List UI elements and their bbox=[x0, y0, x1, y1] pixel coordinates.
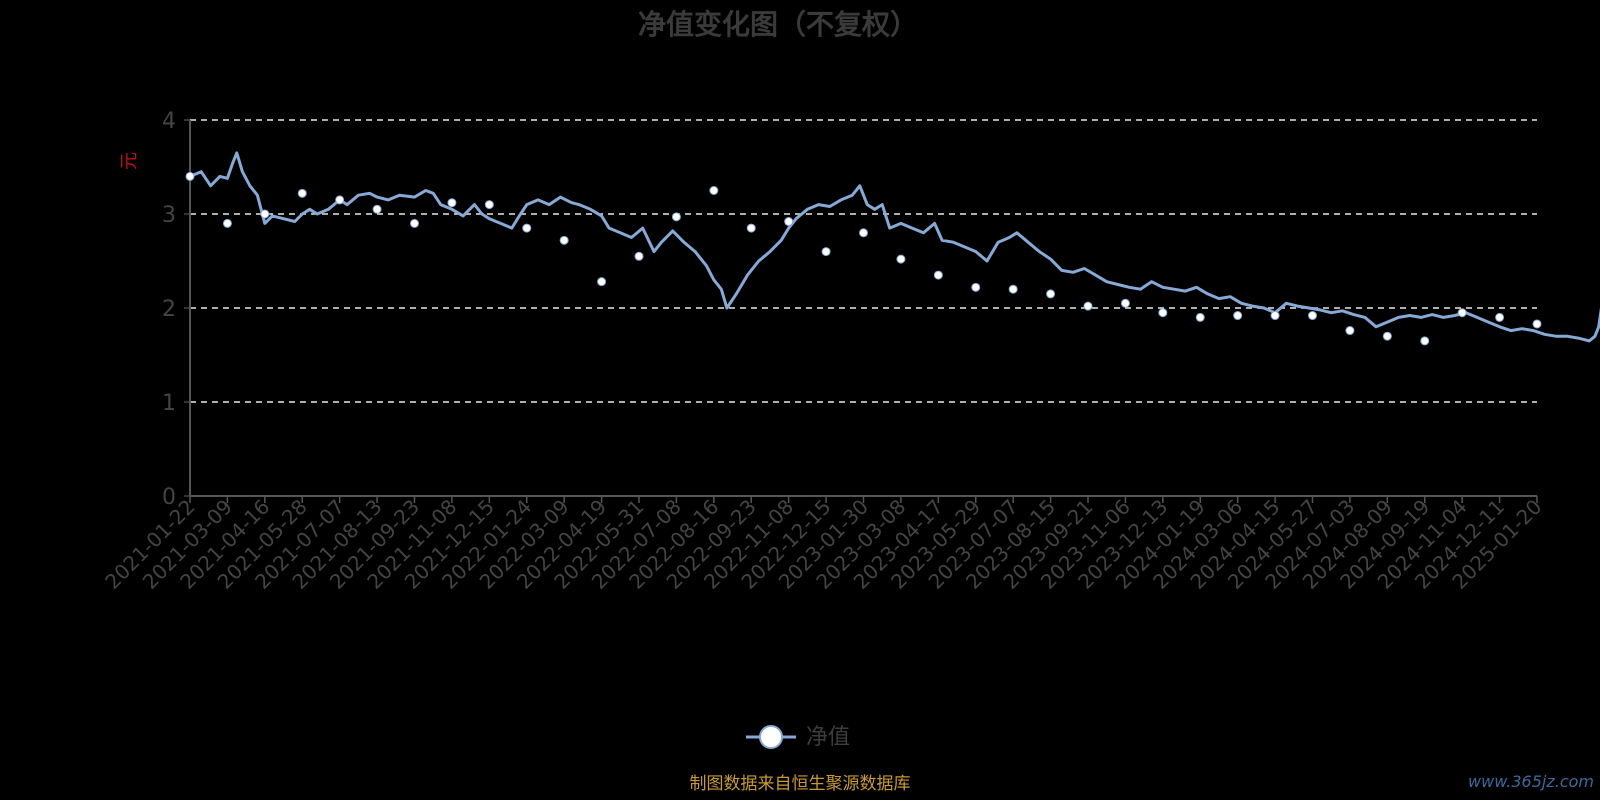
watermark: www.365jz.com bbox=[1468, 772, 1594, 791]
data-point[interactable] bbox=[522, 223, 532, 233]
data-point[interactable] bbox=[1532, 319, 1542, 329]
data-point[interactable] bbox=[1120, 298, 1130, 308]
data-point[interactable] bbox=[1382, 331, 1392, 341]
series-line-0 bbox=[189, 151, 1600, 343]
data-point[interactable] bbox=[709, 186, 719, 195]
data-point[interactable] bbox=[784, 217, 794, 227]
data-point[interactable] bbox=[1046, 289, 1056, 299]
data-point[interactable] bbox=[222, 218, 232, 228]
data-point[interactable] bbox=[1083, 301, 1093, 311]
data-point[interactable] bbox=[260, 209, 270, 219]
data-point[interactable] bbox=[559, 235, 569, 245]
y-tick-label: 1 bbox=[162, 391, 176, 416]
data-point[interactable] bbox=[1158, 308, 1168, 318]
data-point[interactable] bbox=[447, 198, 457, 208]
data-point[interactable] bbox=[1195, 312, 1205, 322]
data-point[interactable] bbox=[335, 195, 345, 205]
data-point[interactable] bbox=[484, 200, 494, 210]
legend-label: 净值 bbox=[806, 725, 850, 750]
data-point[interactable] bbox=[297, 188, 307, 198]
grid-lines bbox=[190, 119, 1537, 403]
data-point[interactable] bbox=[1270, 311, 1280, 321]
chart-title: 净值变化图（不复权） bbox=[638, 8, 918, 41]
data-point[interactable] bbox=[634, 251, 644, 261]
data-point[interactable] bbox=[372, 204, 382, 214]
y-tick-label: 2 bbox=[162, 297, 176, 322]
data-point[interactable] bbox=[410, 218, 419, 228]
data-point[interactable] bbox=[933, 270, 943, 280]
data-point[interactable] bbox=[1420, 336, 1430, 346]
data-point[interactable] bbox=[1457, 308, 1467, 318]
data-point[interactable] bbox=[821, 247, 831, 257]
y-axis-ticks: 0 1 2 3 4 bbox=[162, 109, 190, 510]
y-axis-unit: 元 bbox=[119, 152, 140, 170]
data-point[interactable] bbox=[597, 277, 607, 287]
series-nav bbox=[185, 151, 1600, 346]
data-point[interactable] bbox=[1233, 311, 1243, 321]
x-axis-ticks: 2021-01-222021-03-092021-04-162021-05-28… bbox=[100, 495, 1546, 594]
legend[interactable]: 净值 bbox=[746, 725, 850, 750]
data-point[interactable] bbox=[971, 282, 981, 292]
y-tick-label: 0 bbox=[162, 485, 176, 510]
data-point[interactable] bbox=[896, 254, 906, 264]
data-point[interactable] bbox=[1345, 326, 1355, 336]
data-point[interactable] bbox=[1008, 284, 1018, 294]
source-note: 制图数据来自恒生聚源数据库 bbox=[690, 774, 911, 794]
data-point[interactable] bbox=[859, 228, 868, 238]
y-tick-label: 3 bbox=[162, 203, 176, 228]
data-point[interactable] bbox=[1495, 312, 1505, 322]
data-point[interactable] bbox=[1308, 311, 1317, 321]
data-point[interactable] bbox=[746, 223, 756, 233]
data-point[interactable] bbox=[185, 171, 195, 181]
legend-marker-icon bbox=[759, 725, 783, 749]
y-tick-label: 4 bbox=[162, 109, 176, 134]
data-point[interactable] bbox=[671, 212, 681, 222]
